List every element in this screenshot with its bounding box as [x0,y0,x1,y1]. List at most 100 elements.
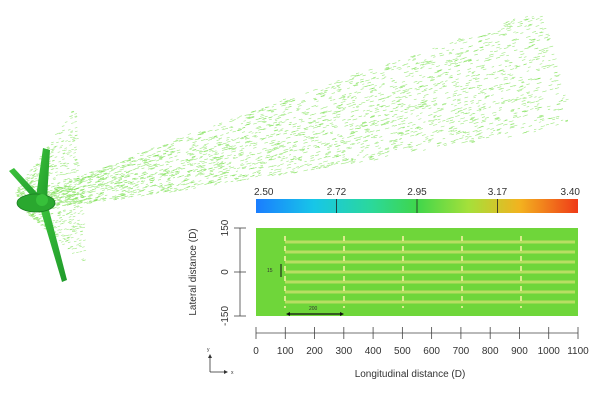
wake-vector [378,147,382,149]
wake-vector [253,136,257,138]
wake-vector [442,120,446,122]
wake-vector [83,192,86,194]
wake-vector [415,62,419,64]
wake-vector [406,92,411,94]
wake-vector [468,109,472,111]
wake-vector [396,66,401,69]
wake-vector [399,115,404,118]
wake-vector [69,172,72,174]
wake-vector [208,136,214,139]
wake-vector [142,160,146,162]
wake-vector [448,52,453,55]
wake-vector [176,151,181,154]
wake-vector [71,225,75,227]
wake-vector [495,41,500,44]
wake-vector [555,115,560,118]
wake-vector [118,182,123,184]
wake-vector [328,97,332,100]
wake-vector [270,169,273,171]
wake-vector [246,178,250,180]
wake-vector [127,159,132,162]
wake-vector [526,92,530,94]
wake-vector [452,127,458,130]
wake-vector [20,188,23,190]
wake-vector [328,83,332,86]
wake-vector [415,107,419,110]
wake-vector [362,122,368,125]
wake-vector [262,147,267,150]
wake-vector [303,135,307,138]
wake-vector [200,164,206,167]
wake-vector [189,147,195,149]
wake-vector [69,229,73,231]
wake-vector [341,140,344,142]
wake-vector [539,15,543,18]
wake-vector [57,225,61,228]
wake-vector [523,63,527,66]
wake-vector [58,199,62,201]
wake-vector [67,191,71,193]
wake-vector [279,100,283,102]
wake-vector [105,184,110,187]
wake-vector [124,170,127,172]
wake-vector [249,113,255,116]
wake-vector [452,58,458,61]
wake-vector [503,22,508,24]
wake-vector [374,124,379,127]
lateral-axis-title: Lateral distance (D) [188,228,199,315]
wake-vector [384,151,389,154]
colorbar-tick-label: 3.17 [488,187,508,198]
wake-vector [505,99,511,101]
wake-vector [397,131,402,134]
wake-vector [311,140,315,142]
wake-vector [370,71,373,73]
wake-vector [266,151,270,153]
wake-vector [433,116,436,118]
wake-vector [472,77,477,80]
wake-vector [403,63,409,66]
wake-vector [369,100,374,103]
wake-vector [414,66,417,69]
wake-vector [476,59,479,61]
wake-vector [385,122,389,125]
wake-vector [323,110,328,113]
wake-vector [67,177,70,180]
wake-vector [400,134,404,136]
wake-vector [479,49,484,51]
wake-vector [317,92,323,95]
wake-vector [230,180,234,183]
wake-vector [336,104,342,107]
wake-vector [58,191,62,194]
wake-vector [453,62,456,64]
wake-vector [74,158,77,161]
wake-vector [117,184,120,186]
wake-vector [486,74,489,76]
wake-vector [67,202,72,204]
wake-vector [538,96,542,98]
wake-vector [456,70,461,72]
colorbar: 2.50 2.72 2.95 3.17 3.40 [254,187,580,213]
wake-vector [235,177,240,180]
wake-vector [427,62,432,65]
wake-vector [66,153,70,155]
wake-vector [227,140,231,143]
wake-vector [71,252,75,254]
wake-vector [268,173,273,176]
wake-vector [17,195,21,197]
wake-vector [74,198,77,200]
wake-vector [190,181,196,184]
wake-vector [66,183,69,185]
wake-vector [535,87,540,89]
wake-vector [468,37,473,39]
wake-vector [67,190,70,192]
turbine-columns [284,236,522,308]
wake-vector [354,91,358,93]
wake-vector [167,184,171,186]
wake-vector [100,171,105,173]
wake-vector [28,214,32,216]
wake-vector [427,139,432,142]
wake-vector [30,177,34,180]
wake-vector [521,100,526,102]
wake-vector [59,196,65,199]
wake-vector [81,193,85,195]
